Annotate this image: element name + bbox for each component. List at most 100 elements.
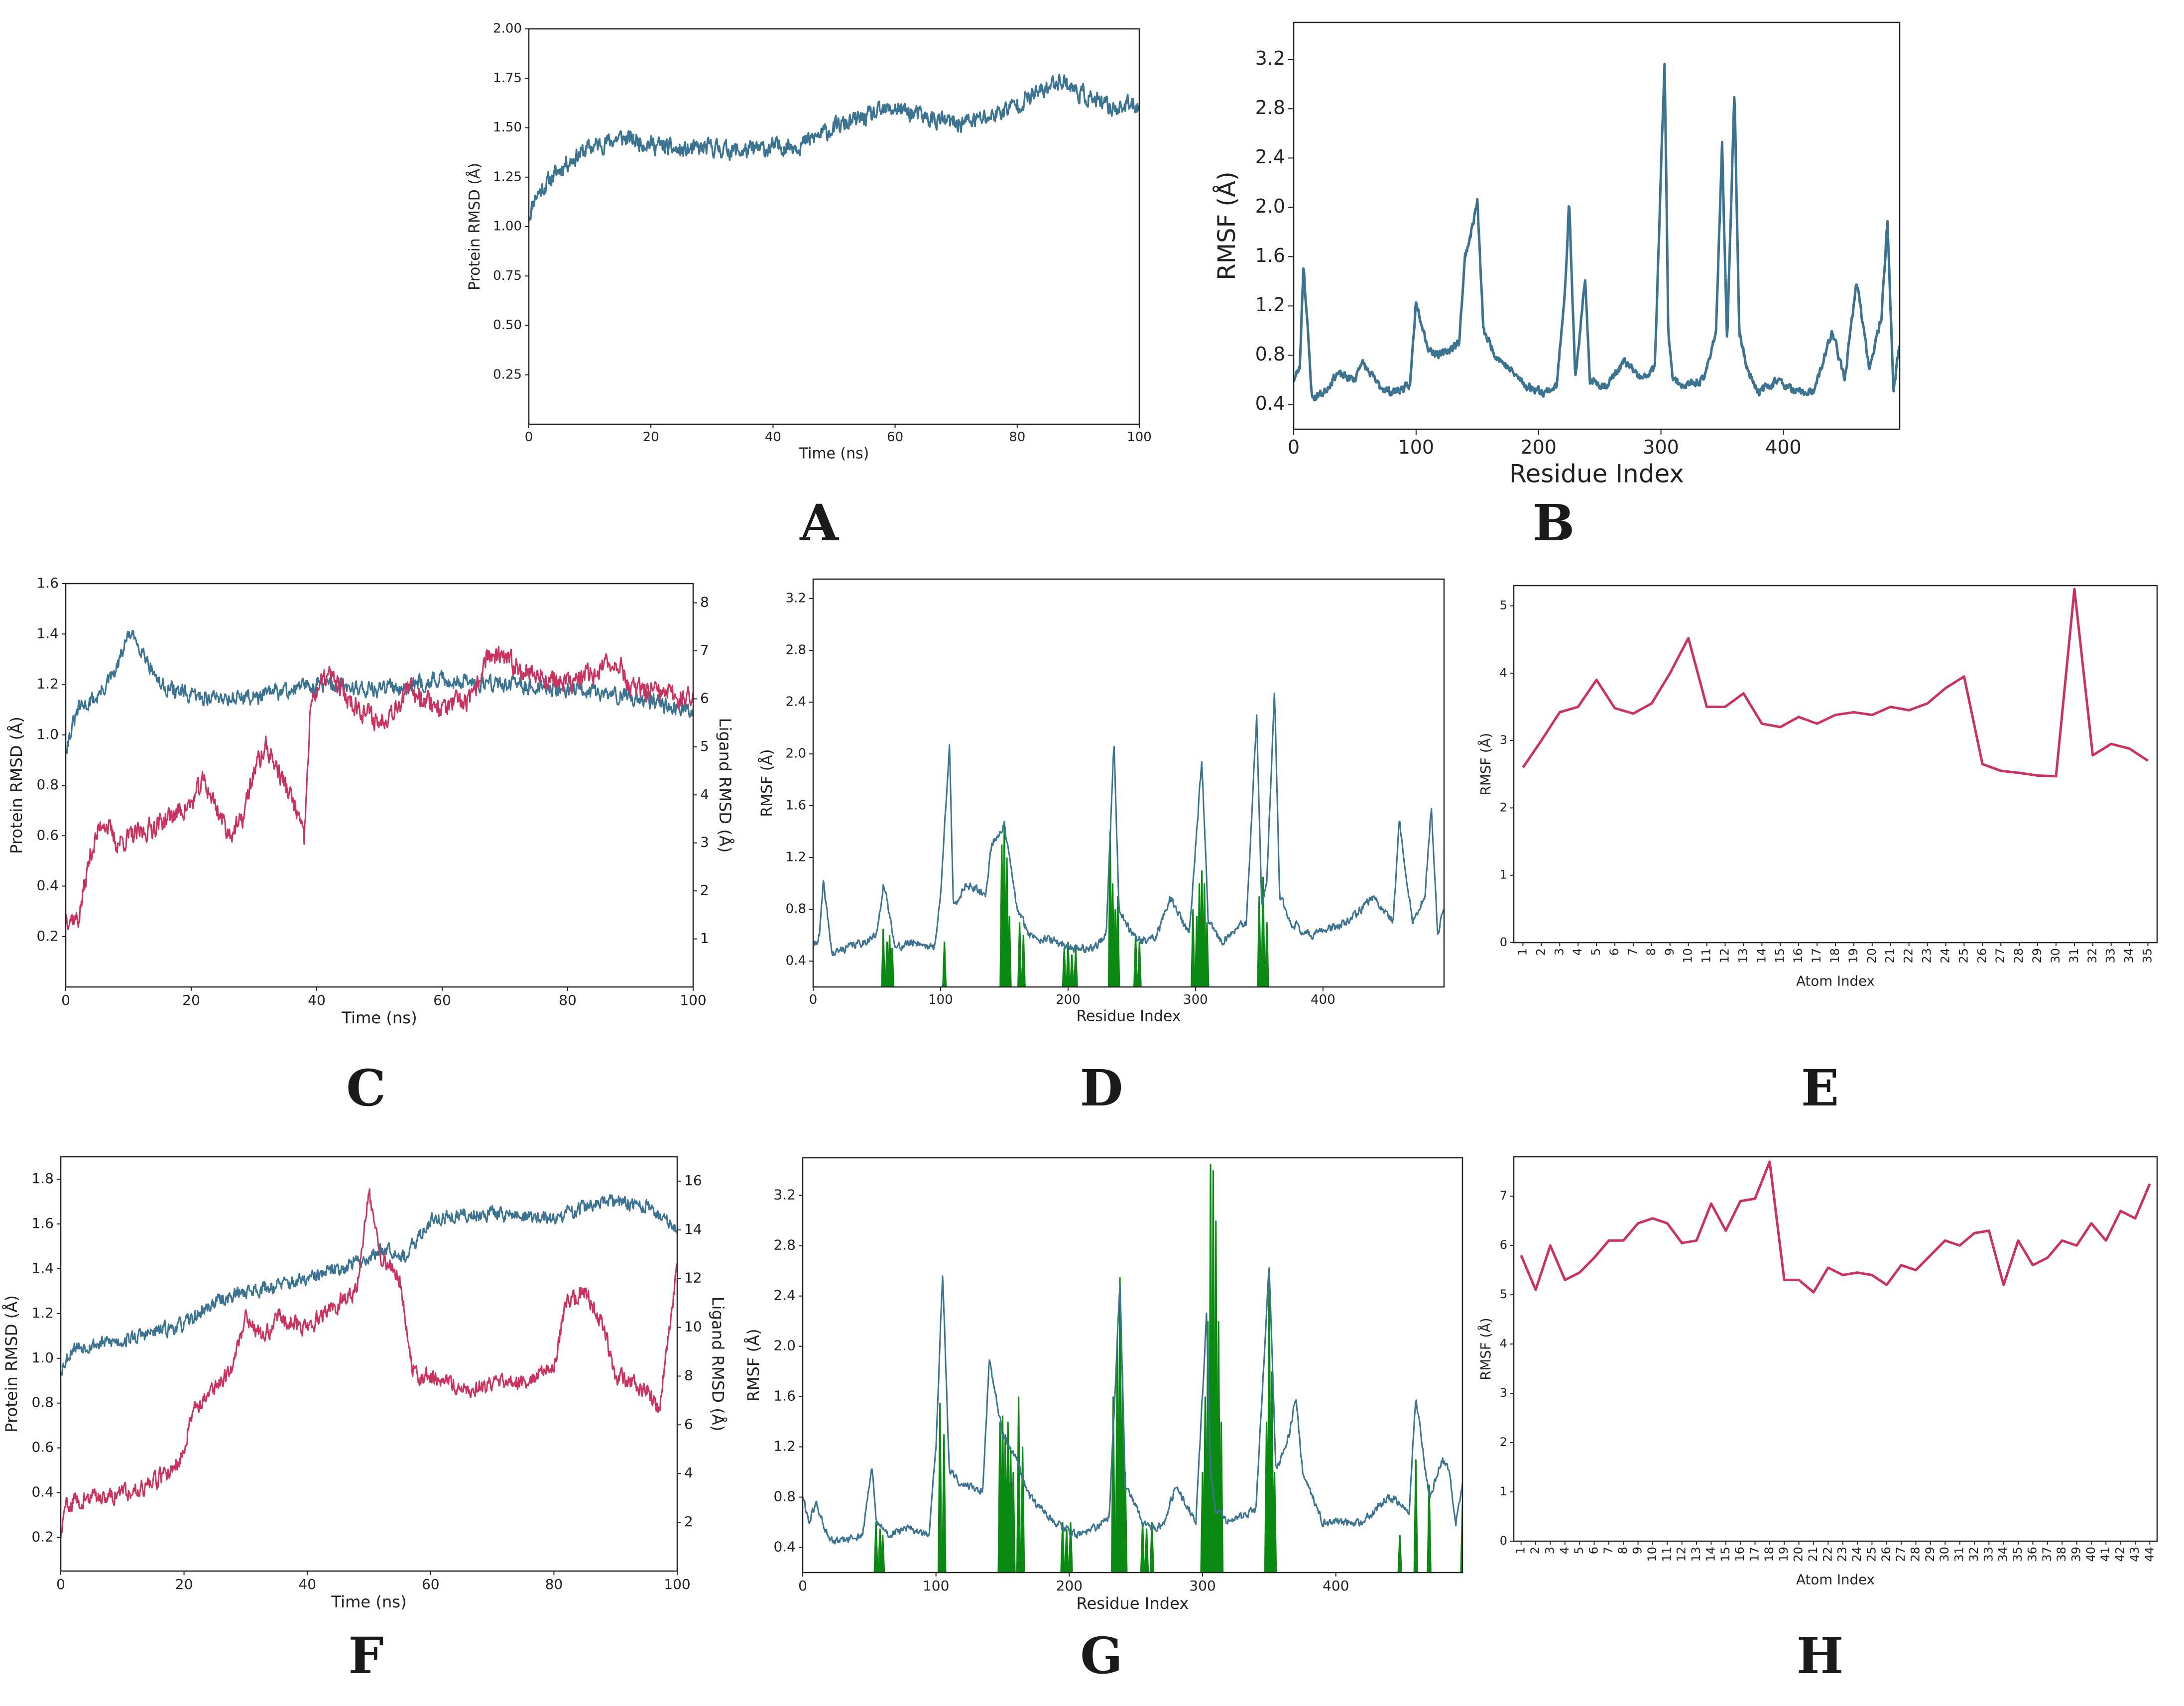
contact-spike-G-15: [1068, 1522, 1073, 1573]
contact-spike-G-10: [1011, 1472, 1016, 1573]
x-tick-label-H-16: 17: [1748, 1547, 1762, 1562]
plot-frame-G: [802, 1157, 1463, 1574]
x-tick-label-D-0: 0: [809, 992, 818, 1007]
x-tick-label-E-25: 26: [1975, 948, 1989, 964]
x-tick-label-H-33: 34: [1996, 1547, 2010, 1562]
series-line-H-0: [1520, 1160, 2151, 1294]
plot-frame-H: [1513, 1156, 2158, 1542]
x-tick-label-E-30: 31: [2067, 948, 2081, 964]
contact-spike-G-13: [1060, 1522, 1065, 1573]
panel-E: 1 2 3 4 5 6 7 8 9 10 11 12 13 14 15 16 17 18 19 20 21 22 23 24 2…: [1477, 585, 2158, 1117]
x-tick-label-H-37: 38: [2055, 1547, 2068, 1562]
y-axis-label-E: RMSF (Å): [1477, 733, 1494, 796]
y-tick-label-D-3: 1.6: [786, 798, 806, 813]
y-tick-label-A-7: 2.00: [493, 21, 522, 36]
y-right-tick-label-F-3: 8: [684, 1367, 693, 1383]
x-axis-label-E: Atom Index: [1796, 973, 1875, 989]
contact-spike-D-27: [1257, 896, 1262, 987]
y-tick-label-F-3: 0.8: [31, 1394, 54, 1411]
x-tick-label-H-21: 22: [1820, 1547, 1834, 1562]
x-tick-label-E-5: 6: [1607, 948, 1621, 956]
y-tick-label-F-2: 0.6: [31, 1439, 54, 1456]
x-tick-label-E-26: 27: [1993, 948, 2007, 964]
contact-spike-G-21: [1140, 1522, 1145, 1573]
y-right-tick-label-C-6: 7: [700, 642, 709, 658]
x-axis-label-D: Residue Index: [1077, 1007, 1181, 1025]
contact-spike-G-35: [1272, 1472, 1277, 1573]
x-tick-label-H-1: 2: [1528, 1547, 1542, 1554]
contact-spike-D-8: [1007, 915, 1012, 987]
panel-B: 0 100 200 300 400 0.4 0.8 1.2 1.6 2.0 2.4 2.8 3.2 Res…: [1213, 21, 1901, 552]
x-tick-label-H-25: 26: [1879, 1547, 1893, 1562]
y-tick-label-C-2: 0.6: [36, 827, 59, 843]
contact-spike-D-26: [1205, 922, 1210, 987]
panel-letter-G: G: [1080, 1626, 1122, 1685]
x-tick-label-A-2: 40: [765, 430, 781, 445]
series-line-F-1: [61, 1188, 677, 1538]
x-tick-label-H-42: 43: [2128, 1547, 2142, 1562]
x-tick-label-C-0: 0: [61, 992, 70, 1008]
contact-spike-G-19: [1120, 1371, 1125, 1573]
x-tick-label-G-2: 200: [1056, 1578, 1083, 1594]
panel-F: 0 20 40 60 80 100 0.2 0.4 0.6 0.8 1.0 1.2 1.4 1.6 1.8 2…: [2, 1156, 727, 1685]
x-tick-label-H-26: 27: [1894, 1547, 1908, 1562]
y-tick-label-H-2: 2: [1500, 1435, 1507, 1449]
y-right-tick-label-F-4: 10: [684, 1319, 702, 1335]
y-tick-label-E-5: 5: [1500, 599, 1507, 612]
x-tick-label-H-43: 44: [2142, 1547, 2156, 1562]
y-tick-label-G-2: 1.2: [773, 1438, 796, 1455]
x-tick-label-E-14: 15: [1773, 948, 1787, 964]
x-tick-label-H-40: 41: [2098, 1547, 2112, 1562]
y-right-tick-label-C-1: 2: [700, 882, 709, 898]
x-tick-label-H-0: 1: [1514, 1547, 1528, 1554]
x-tick-label-H-10: 11: [1660, 1547, 1674, 1562]
y-axis-label-H: RMSF (Å): [1477, 1318, 1494, 1380]
x-tick-label-E-27: 28: [2012, 948, 2026, 964]
y-tick-label-E-3: 3: [1500, 733, 1507, 747]
contact-spike-G-31: [1218, 1422, 1224, 1573]
plot-frame-D: [812, 578, 1445, 988]
x-tick-label-E-21: 22: [1902, 948, 1916, 964]
y-tick-label-F-0: 0.2: [31, 1529, 54, 1545]
contact-spike-D-19: [1133, 935, 1138, 987]
y-tick-label-B-4: 2.0: [1255, 195, 1285, 217]
y-tick-label-G-5: 2.4: [773, 1287, 796, 1304]
x-tick-label-E-28: 29: [2030, 948, 2044, 964]
y-tick-label-F-8: 1.8: [31, 1170, 54, 1187]
contact-spike-D-11: [1062, 948, 1067, 987]
y-tick-label-E-1: 1: [1500, 868, 1507, 882]
series-line-G-0: [803, 1267, 1462, 1545]
x-axis-label-C: Time (ns): [341, 1008, 417, 1027]
y-tick-label-B-5: 2.4: [1255, 146, 1285, 168]
x-tick-label-E-8: 9: [1663, 948, 1677, 956]
x-tick-label-E-9: 10: [1681, 948, 1695, 964]
y-tick-label-D-1: 0.8: [786, 902, 806, 917]
x-tick-label-H-29: 30: [1938, 1547, 1951, 1562]
y-tick-label-A-6: 1.75: [493, 71, 522, 86]
x-tick-label-H-31: 32: [1967, 1547, 1981, 1562]
x-tick-label-E-32: 33: [2104, 948, 2118, 964]
x-tick-label-E-7: 8: [1644, 948, 1658, 956]
y-tick-label-H-1: 1: [1500, 1484, 1507, 1498]
y-tick-label-F-4: 1.0: [31, 1349, 54, 1366]
y-axis-label-D: RMSF (Å): [758, 749, 776, 817]
y-tick-label-C-4: 1.0: [36, 726, 59, 742]
series-line-D-0: [813, 693, 1444, 957]
x-tick-label-F-5: 100: [664, 1576, 690, 1592]
contact-spike-D-29: [1264, 922, 1269, 987]
x-axis-label-H: Atom Index: [1796, 1571, 1875, 1587]
x-tick-label-H-5: 6: [1587, 1547, 1601, 1554]
series-line-A-0: [529, 73, 1139, 222]
y-tick-label-A-3: 1.00: [493, 219, 522, 234]
panel-C: 0 20 40 60 80 100 0.2 0.4 0.6 0.8 1.0 1.2 1.4 1.6 1 2 3 4…: [7, 575, 734, 1117]
contact-spike-G-38: [1427, 1484, 1432, 1573]
panel-letter-A: A: [799, 493, 839, 552]
x-tick-label-B-2: 200: [1520, 436, 1557, 458]
panel-letter-E: E: [1801, 1059, 1839, 1117]
y-right-tick-label-F-1: 4: [684, 1464, 693, 1481]
x-tick-label-H-24: 25: [1864, 1547, 1878, 1562]
x-tick-label-H-7: 8: [1616, 1547, 1630, 1554]
x-tick-label-H-8: 9: [1631, 1547, 1645, 1554]
x-tick-label-H-9: 10: [1645, 1547, 1659, 1562]
x-tick-label-E-23: 24: [1938, 948, 1952, 964]
